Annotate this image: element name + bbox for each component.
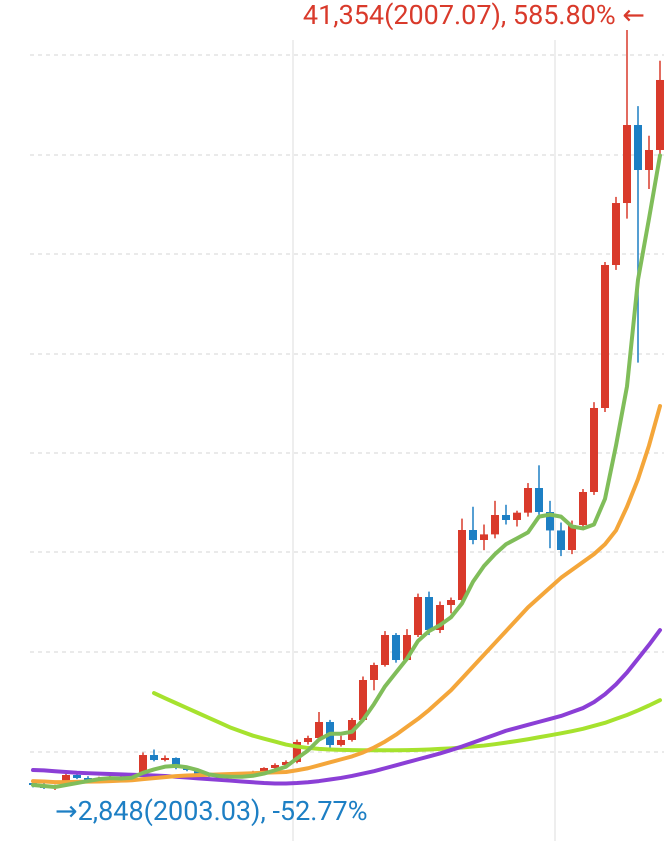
candle-body	[634, 125, 642, 171]
plot	[29, 30, 664, 791]
candle-body	[557, 530, 565, 550]
candle-body	[524, 488, 532, 513]
candle-body	[480, 534, 488, 541]
candle-body	[282, 761, 290, 765]
candle-body	[337, 739, 345, 746]
grid	[30, 40, 664, 841]
candle-body	[436, 604, 444, 631]
candle-body	[513, 512, 521, 520]
candle-body	[73, 775, 81, 779]
candle-body	[315, 721, 323, 738]
candle-body	[194, 770, 202, 776]
candle-body	[502, 515, 510, 520]
candle-body	[84, 778, 92, 780]
candle-body	[172, 757, 180, 768]
candle-body	[645, 149, 653, 171]
candle-body	[161, 757, 169, 761]
candle-body	[469, 530, 477, 541]
candle-body	[414, 597, 422, 635]
candle-body	[392, 634, 400, 661]
high-annotation: 41,354(2007.07), 585.80% ←	[303, 0, 645, 31]
candle-body	[568, 525, 576, 550]
candle-body	[271, 764, 279, 768]
candle-body	[535, 488, 543, 513]
moving-average-line	[31, 628, 662, 786]
candle-body	[381, 634, 389, 665]
moving-average-line	[152, 691, 662, 753]
candle-body	[150, 755, 158, 761]
candle-body	[623, 125, 631, 204]
candle-body	[546, 512, 554, 531]
candle-body	[370, 664, 378, 680]
candle-body	[491, 515, 499, 535]
candle-body	[601, 264, 609, 408]
candle-body	[425, 597, 433, 631]
candle-body	[458, 530, 466, 601]
low-annotation: →2,848(2003.03), -52.77%	[55, 795, 368, 827]
candle-body	[656, 79, 664, 150]
candle-body	[447, 600, 455, 605]
candle-body	[612, 203, 620, 265]
candle-body	[403, 634, 411, 661]
candle-body	[359, 679, 367, 721]
candle-body	[62, 775, 70, 786]
candle-body	[304, 737, 312, 743]
moving-average-line	[31, 404, 662, 785]
candle-body	[260, 767, 268, 773]
candle-body	[590, 407, 598, 492]
candle-body	[293, 742, 301, 762]
candle-body	[139, 755, 147, 776]
candle-body	[579, 491, 587, 526]
moving-average-line	[31, 153, 662, 790]
